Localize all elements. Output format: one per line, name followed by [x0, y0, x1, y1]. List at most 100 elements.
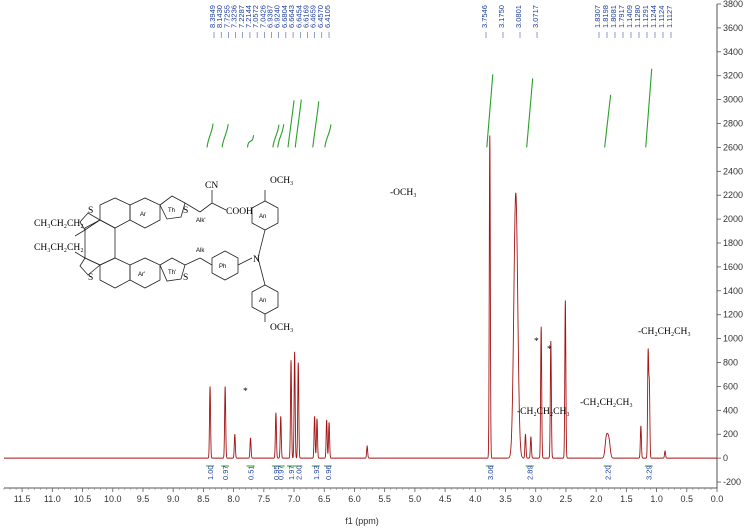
y-tick-label: 400 [723, 405, 738, 415]
annotation-star-3: * [547, 345, 552, 355]
x-tick-label: 7.0 [288, 494, 301, 504]
peak-label-alkyl: 1.8307 [593, 5, 602, 28]
structure-alk-prime: Alk' [196, 218, 205, 224]
spectrum-line [4, 135, 717, 459]
integral-value: 0.97 [221, 465, 230, 480]
peak-label-alkyl: 1.1291 [641, 5, 650, 28]
integral-value: 0.51 [247, 465, 256, 480]
annotation-och3: -OCH₃ [390, 188, 417, 198]
integral-value: 1.97 [287, 465, 296, 480]
peak-label-aromatic: 6.6169 [301, 5, 310, 28]
integral-value: 1.93 [312, 465, 321, 480]
y-tick-label: 3200 [723, 71, 743, 81]
x-tick-label: 11.0 [44, 494, 61, 504]
integral-value: 1.00 [206, 465, 215, 480]
x-tick-label: 1.5 [620, 494, 633, 504]
structure-cn: CN [205, 181, 218, 191]
y-tick-label: 2000 [723, 214, 743, 224]
y-tick-label: 1000 [723, 334, 743, 344]
peak-label-aromatic: 6.6643 [287, 5, 296, 28]
peak-label-aliphatic: 3.0717 [531, 5, 540, 28]
integral-curve [206, 123, 214, 148]
y-tick-label: -200 [723, 477, 741, 487]
y-tick-label: 3800 [723, 0, 743, 9]
peak-label-aromatic: 8.1430 [215, 5, 224, 28]
x-tick-label: 11.5 [14, 494, 31, 504]
x-tick-label: 10.0 [104, 494, 122, 504]
annotation-propyl-ch2-beta: -CH₂CH₂CH₃ [580, 398, 633, 408]
y-tick-label: 3000 [723, 95, 743, 105]
y-tick-label: 1600 [723, 262, 743, 272]
x-tick-label: 8.5 [197, 494, 210, 504]
y-tick-label: 200 [723, 429, 738, 439]
structure-propyl-lower: CH₃CH₂CH₂ [34, 243, 84, 253]
structure-och3-top: OCH₃ [270, 176, 293, 186]
y-tick-label: 1800 [723, 238, 743, 248]
x-ticks: 11.5 11.0 10.5 10.0 9.5 9.0 8.5 8.0 7.5 7.0 6.5 6.0… [3, 488, 724, 504]
structure-ring-th-prime: Th' [168, 270, 176, 276]
peak-label-alkyl: 1.1409 [625, 5, 634, 28]
structure-sulfur-2: S [183, 206, 188, 216]
peak-label-alkyl: 1.1124 [657, 6, 666, 28]
peak-label-aromatic: 6.6804 [280, 5, 289, 28]
peak-label-aromatic: 6.4570 [316, 5, 325, 28]
y-tick-label: 2800 [723, 119, 743, 129]
integral-curve [526, 78, 534, 148]
peak-label-alkyl: 1.1127 [665, 6, 674, 28]
x-tick-label: 4.5 [439, 494, 452, 504]
structure-ring-ar: Ar [140, 212, 146, 218]
x-tick-label: 6.5 [318, 494, 331, 504]
integral-value: 0.95 [272, 465, 281, 480]
y-tick-label: 1400 [723, 286, 743, 296]
structure-och3-bottom: OCH₃ [270, 323, 293, 333]
integral-value: 3.06 [486, 465, 495, 480]
integral-value: 2.20 [604, 465, 613, 480]
y-ticks: -200 0 200 400 600 800 1000 1200 1400 1600 1800 200… [717, 0, 743, 487]
structure-ring-an-top: An [259, 214, 266, 220]
y-tick-label: 2600 [723, 142, 743, 152]
y-tick-label: 600 [723, 381, 738, 391]
x-tick-label: 5.0 [409, 494, 422, 504]
peak-label-aromatic: 8.3949 [208, 5, 217, 28]
peak-label-aromatic: 6.6454 [294, 5, 303, 28]
peak-label-aliphatic: 3.1750 [497, 5, 506, 28]
integral-curve [324, 124, 332, 148]
peak-label-aromatic: 6.9387 [266, 5, 275, 28]
peak-label-aromatic: 7.0572 [251, 5, 260, 28]
structure-ring-ph: Ph [219, 264, 226, 270]
x-tick-label: 4.0 [469, 494, 482, 504]
peak-label-aromatic: 7.2287 [237, 5, 246, 28]
y-tick-label: 2400 [723, 166, 743, 176]
peak-label-alkyl: 1.1280 [633, 5, 642, 28]
annotation-star-2: * [534, 337, 539, 347]
peak-label-aromatic: 6.9240 [273, 5, 282, 28]
x-tick-label: 0.0 [711, 494, 724, 504]
integral-value: 2.00 [294, 465, 303, 480]
x-tick-label: 6.0 [348, 494, 361, 504]
structure-sulfur-1: S [88, 206, 93, 216]
peak-label-aliphatic: 3.7546 [480, 5, 489, 28]
x-tick-label: 10.5 [74, 494, 92, 504]
y-tick-label: 3600 [723, 23, 743, 33]
integral-curve [645, 68, 653, 148]
x-tick-label: 8.0 [227, 494, 240, 504]
integral-curve [246, 135, 255, 148]
peak-label-alkyl: 1.8198 [601, 5, 610, 28]
peak-label-aromatic: 6.4659 [309, 5, 318, 28]
structure-nitrogen: N [253, 255, 260, 265]
structure-sulfur-3: S [88, 273, 93, 283]
integral-curve [272, 124, 280, 148]
y-tick-label: 3400 [723, 47, 743, 57]
integral-value: 2.89 [526, 465, 535, 480]
y-tick-label: 800 [723, 358, 738, 368]
annotation-propyl-ch3: -CH₂CH₂CH₃ [638, 327, 691, 337]
integral-curve [221, 124, 229, 148]
peak-label-alkyl: 1.7917 [617, 5, 626, 28]
peak-label-aromatic: 7.2144 [244, 5, 253, 28]
structure-ring-an-bottom: An [259, 298, 266, 304]
annotation-star-1: * [243, 387, 248, 397]
structure-cooh: COOH [226, 207, 253, 217]
x-tick-label: 3.5 [499, 494, 512, 504]
peak-label-alkyl: 1.8081 [609, 5, 618, 28]
